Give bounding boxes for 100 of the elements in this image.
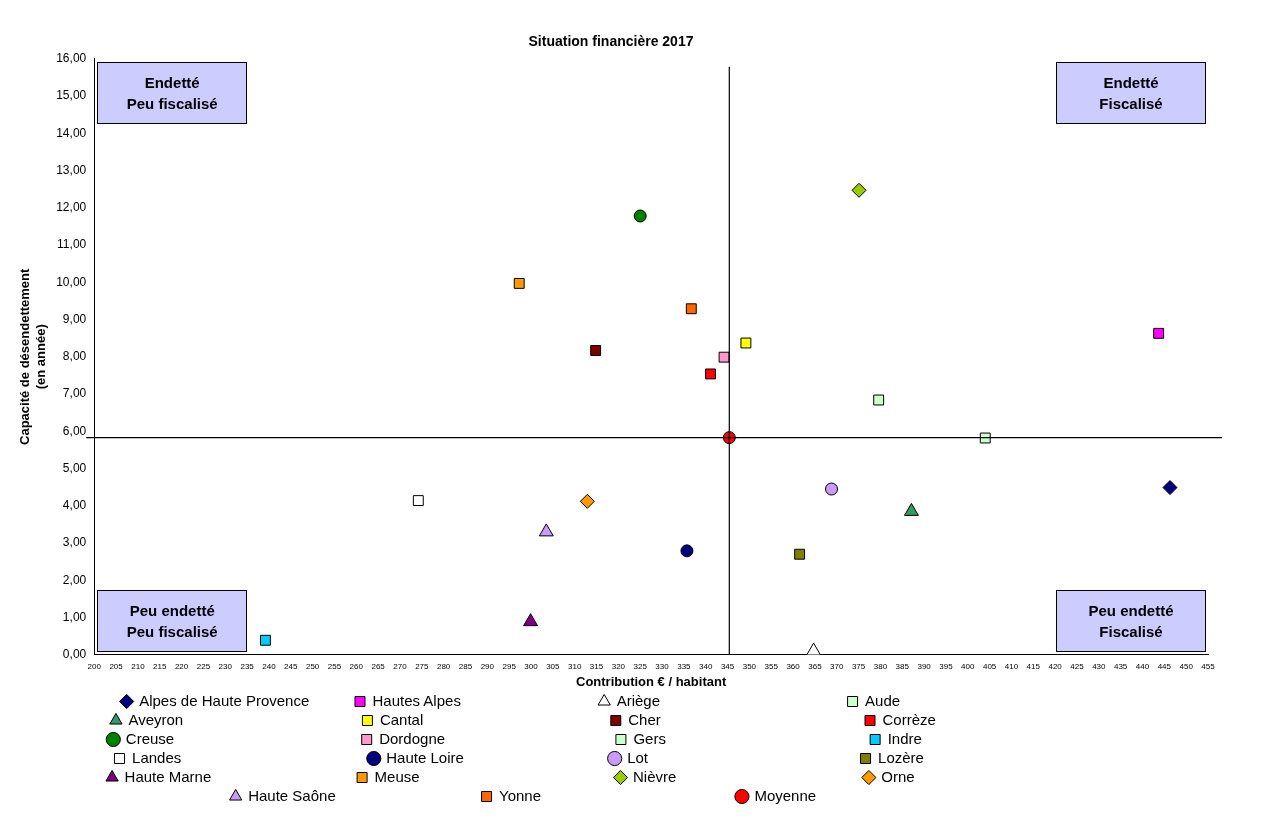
x-tick-label: 355 <box>764 661 779 671</box>
point <box>825 482 838 496</box>
x-tick-label: 210 <box>131 661 146 671</box>
y-tick-label: 15,00 <box>56 88 87 103</box>
x-tick-label: 450 <box>1179 661 1194 671</box>
y-tick-label: 9,00 <box>62 311 87 326</box>
y-tick-label: 8,00 <box>62 349 87 364</box>
annotation: Peu endetté Peu fiscalisé <box>126 600 218 642</box>
x-tick-label: 220 <box>174 661 189 671</box>
x-axis-title: Contribution € / habitant <box>576 673 727 689</box>
point <box>579 493 595 509</box>
annotation: Peu endetté Fiscalisé <box>1088 600 1174 642</box>
x-tick-label: 385 <box>895 661 910 671</box>
y-tick-label: 16,00 <box>56 51 87 66</box>
point <box>685 303 697 315</box>
x-tick-label: 255 <box>327 661 342 671</box>
x-tick-label: 315 <box>589 661 604 671</box>
x-tick-label: 250 <box>305 661 320 671</box>
y-tick-label: 5,00 <box>62 460 87 475</box>
legend-label: Yonne <box>499 786 733 804</box>
y-tick-label: 11,00 <box>57 237 87 252</box>
legend-label: Haute Loire <box>386 748 606 766</box>
legend-label: Nièvre <box>632 767 860 785</box>
x-tick-label: 290 <box>480 661 495 671</box>
point <box>851 182 867 198</box>
x-tick-label: 415 <box>1026 661 1041 671</box>
legend-label: Aveyron <box>128 710 359 728</box>
x-tick-label: 225 <box>196 661 211 671</box>
x-tick-label: 260 <box>349 661 364 671</box>
legend-label: Cantal <box>379 710 607 728</box>
point <box>873 394 885 406</box>
x-tick-label: 370 <box>830 661 844 671</box>
x-tick-label: 350 <box>742 661 757 671</box>
point <box>538 523 554 537</box>
x-tick-label: 245 <box>284 661 298 671</box>
legend-label: Indre <box>887 729 1114 747</box>
annotation: Endetté Fiscalisé <box>1099 72 1163 114</box>
x-tick-label: 215 <box>153 661 167 671</box>
point <box>740 337 752 349</box>
y-tick-label: 1,00 <box>62 609 87 624</box>
point <box>523 613 538 627</box>
legend-label: Corrèze <box>882 710 1112 728</box>
legend-label: Orne <box>881 767 1115 785</box>
x-tick-label: 275 <box>415 661 430 671</box>
point <box>794 548 806 560</box>
x-tick-label: 285 <box>458 661 473 671</box>
x-tick-label: 280 <box>436 661 451 671</box>
x-tick-label: 420 <box>1048 661 1063 671</box>
legend-label: Alpes de Haute Provence <box>139 691 352 709</box>
chart-title: Situation financière 2017 <box>528 33 694 50</box>
y-tick-label: 13,00 <box>56 162 87 177</box>
x-tick-label: 325 <box>633 661 648 671</box>
legend-label: Landes <box>132 748 365 766</box>
legend-label: Aude <box>865 691 1101 709</box>
label-box: Peu endetté Fiscalisé <box>1056 589 1206 652</box>
legend-label: Cher <box>628 710 862 728</box>
y-tick-label: 3,00 <box>62 535 87 550</box>
legend-label: Ariège <box>616 691 844 709</box>
x-tick-label: 455 <box>1201 661 1216 671</box>
x-tick-label: 360 <box>786 661 801 671</box>
legend-label: Haute Saône <box>248 786 478 804</box>
x-tick-label: 440 <box>1135 661 1150 671</box>
annotation: Endetté Peu fiscalisé <box>126 72 218 114</box>
point <box>718 351 730 363</box>
legend-label: Meuse <box>374 767 612 785</box>
x-tick-label: 240 <box>262 661 277 671</box>
point <box>680 544 694 558</box>
legend-label: Hautes Alpes <box>372 691 595 709</box>
point <box>1153 327 1165 339</box>
x-tick-label: 305 <box>546 661 561 671</box>
y-tick-label: 7,00 <box>62 386 87 401</box>
y-tick-label: 14,00 <box>56 125 87 140</box>
legend-label: Moyenne <box>754 786 992 804</box>
y-tick-label: 6,00 <box>62 423 87 438</box>
y-tick-label: 2,00 <box>62 572 87 587</box>
legend-label: Lozère <box>878 748 1108 766</box>
point <box>705 368 716 380</box>
y-tick-label: 4,00 <box>62 498 87 513</box>
x-tick-label: 200 <box>87 661 102 671</box>
x-tick-label: 345 <box>720 661 735 671</box>
point <box>633 209 647 223</box>
label-box: Peu endetté Peu fiscalisé <box>97 589 248 652</box>
point <box>412 495 424 507</box>
legend-label: Lot <box>627 748 857 766</box>
x-tick-label: 410 <box>1004 661 1019 671</box>
x-tick-label: 375 <box>851 661 866 671</box>
x-tick-label: 380 <box>873 661 888 671</box>
legend-label: Dordogne <box>379 729 612 747</box>
y-tick-label: 12,00 <box>56 200 87 215</box>
x-tick-label: 425 <box>1070 661 1085 671</box>
y-tick-label: 0,00 <box>62 647 87 662</box>
label-box: Endetté Peu fiscalisé <box>97 61 248 124</box>
legend-label: Haute Marne <box>124 767 354 785</box>
x-tick-label: 445 <box>1157 661 1172 671</box>
x-tick-label: 400 <box>961 661 975 671</box>
point <box>590 345 602 356</box>
x-tick-label: 405 <box>982 661 997 671</box>
y-axis-title: Capacité de désendettement (en année) <box>17 268 48 445</box>
point <box>259 634 271 646</box>
x-tick-label: 390 <box>917 661 932 671</box>
